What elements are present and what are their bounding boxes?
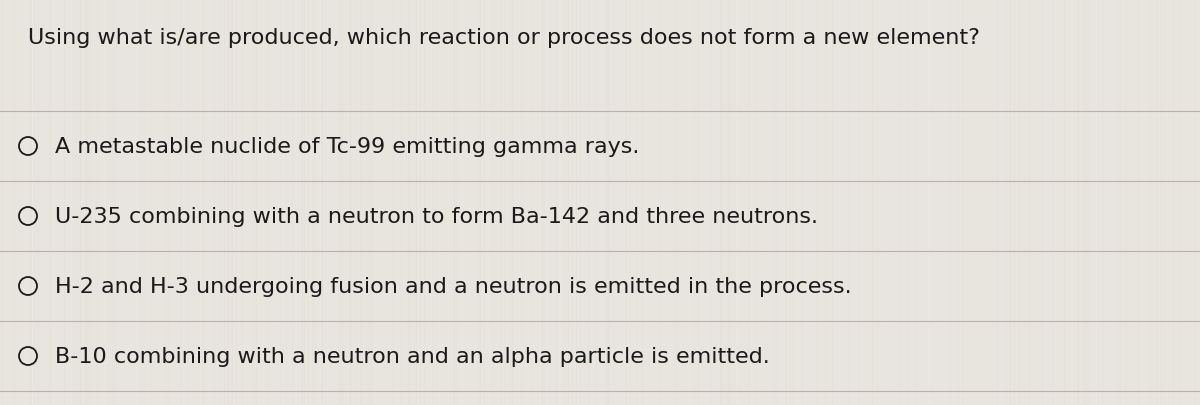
Text: A metastable nuclide of Tc-99 emitting gamma rays.: A metastable nuclide of Tc-99 emitting g…: [55, 136, 640, 157]
Text: H-2 and H-3 undergoing fusion and a neutron is emitted in the process.: H-2 and H-3 undergoing fusion and a neut…: [55, 276, 852, 296]
Text: U-235 combining with a neutron to form Ba-142 and three neutrons.: U-235 combining with a neutron to form B…: [55, 207, 818, 226]
Text: B-10 combining with a neutron and an alpha particle is emitted.: B-10 combining with a neutron and an alp…: [55, 346, 769, 366]
Text: Using what is/are produced, which reaction or process does not form a new elemen: Using what is/are produced, which reacti…: [28, 28, 980, 48]
